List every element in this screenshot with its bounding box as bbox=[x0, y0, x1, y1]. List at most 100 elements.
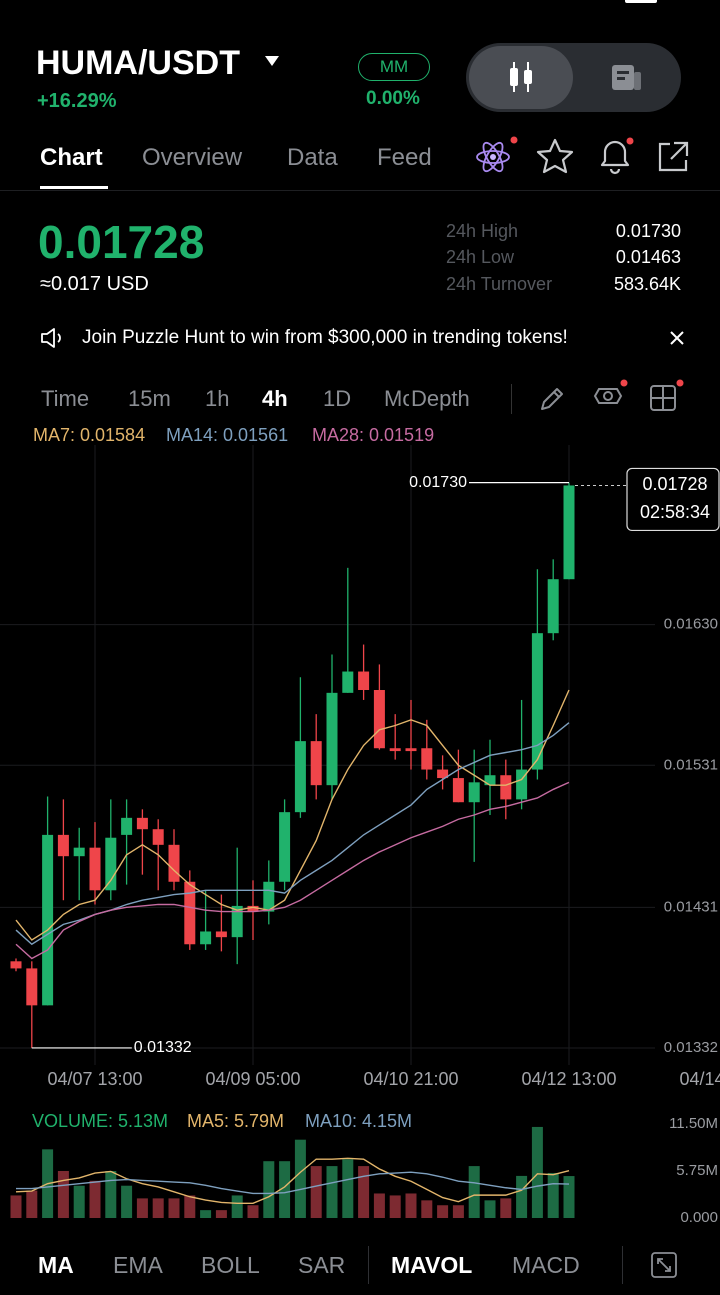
x-tick-label: 04/09 05:00 bbox=[205, 1069, 300, 1089]
volume-bar bbox=[152, 1198, 164, 1218]
volume-bar bbox=[484, 1200, 496, 1218]
indicator[interactable]: SAR bbox=[298, 1252, 346, 1278]
volume-bar bbox=[437, 1205, 449, 1218]
candle-body bbox=[405, 748, 417, 752]
candle-body bbox=[263, 881, 275, 912]
candle-body bbox=[484, 775, 496, 786]
separator bbox=[368, 1246, 369, 1284]
volume-bar bbox=[73, 1185, 85, 1218]
candle-body bbox=[231, 905, 243, 938]
candle-body bbox=[531, 633, 543, 770]
volume-bar bbox=[200, 1210, 212, 1218]
indicator-line bbox=[15, 781, 570, 960]
favorite-icon[interactable] bbox=[536, 138, 574, 174]
candle-body bbox=[136, 817, 148, 830]
interval[interactable]: 1D bbox=[323, 386, 352, 411]
pair-dropdown[interactable] bbox=[264, 55, 280, 67]
interval[interactable]: Time bbox=[41, 386, 90, 411]
legend-entry: MA28: 0.01519 bbox=[312, 425, 434, 445]
share-icon[interactable] bbox=[656, 140, 690, 174]
interval[interactable]: 1h bbox=[205, 386, 230, 411]
candle-body bbox=[310, 741, 322, 786]
candle-body bbox=[326, 692, 338, 786]
candle-body bbox=[57, 834, 69, 857]
tab-overview[interactable]: Overview bbox=[142, 144, 243, 171]
x-tick-label: 04/14 05:00 bbox=[679, 1069, 720, 1089]
interval[interactable]: 15m bbox=[128, 386, 171, 411]
candle-body bbox=[26, 968, 38, 1006]
candle-body bbox=[389, 748, 401, 752]
x-tick-label: 04/10 21:00 bbox=[363, 1069, 458, 1089]
indicator-line bbox=[16, 1171, 570, 1195]
stat-value: 0.01463 bbox=[615, 247, 681, 267]
candle-body bbox=[373, 690, 385, 749]
candle-body bbox=[547, 579, 559, 634]
separator bbox=[622, 1246, 623, 1284]
legend-entry: MA7: 0.01584 bbox=[33, 425, 145, 445]
indicator-active[interactable]: MA bbox=[38, 1252, 74, 1278]
fullscreen-icon[interactable] bbox=[651, 1252, 677, 1278]
last-price: 0.01728 bbox=[38, 216, 205, 268]
banner-close[interactable] bbox=[670, 331, 684, 345]
tab-underline bbox=[40, 186, 108, 189]
layout-icon[interactable] bbox=[648, 377, 688, 417]
stat-label: 24h Turnover bbox=[446, 274, 553, 294]
interval-active[interactable]: 4h bbox=[262, 386, 288, 411]
y-tick-label: 0.01531 bbox=[664, 756, 718, 773]
volume-bar bbox=[342, 1159, 354, 1218]
y-tick-label: 0.01630 bbox=[664, 616, 718, 633]
volume-bar bbox=[516, 1175, 528, 1218]
banner-text[interactable]: Join Puzzle Hunt to win from $300,000 in… bbox=[82, 327, 568, 348]
indicator[interactable]: MACD bbox=[512, 1252, 580, 1278]
alert-icon[interactable] bbox=[597, 134, 637, 176]
indicator-active[interactable]: MAVOL bbox=[391, 1252, 473, 1278]
indicator[interactable]: EMA bbox=[113, 1252, 163, 1278]
candle-body bbox=[421, 748, 433, 770]
announcement-icon bbox=[41, 328, 61, 348]
volume-bar bbox=[105, 1171, 117, 1218]
volume-bar bbox=[547, 1172, 559, 1218]
volume-bar bbox=[26, 1190, 38, 1218]
candle-body bbox=[342, 671, 354, 693]
draw-icon[interactable] bbox=[538, 385, 566, 413]
price-usd: ≈0.017 USD bbox=[40, 273, 149, 295]
candle-body bbox=[279, 812, 291, 882]
volume-bar bbox=[215, 1210, 227, 1218]
tab-chart[interactable]: Chart bbox=[40, 144, 103, 171]
depth-view-button[interactable] bbox=[611, 62, 643, 92]
legend-entry: VOLUME: 5.13M bbox=[32, 1111, 168, 1131]
indicator[interactable]: BOLL bbox=[201, 1252, 260, 1278]
tab-feed[interactable]: Feed bbox=[377, 144, 432, 171]
volume-bar bbox=[231, 1195, 243, 1218]
candle-view-button[interactable] bbox=[469, 46, 573, 109]
y-tick-label: 11.50M bbox=[669, 1115, 718, 1132]
depth-tab[interactable]: Depth bbox=[411, 386, 470, 411]
x-tick-label: 04/07 13:00 bbox=[47, 1069, 142, 1089]
mm-badge[interactable]: MM bbox=[358, 53, 430, 81]
indicator-line bbox=[15, 689, 570, 941]
candle-body bbox=[42, 834, 54, 1006]
volume-bar bbox=[389, 1195, 401, 1218]
volume-bar bbox=[136, 1198, 148, 1218]
chart: MA7: 0.01584 MA14: 0.01561 MA28: 0.01519… bbox=[0, 425, 720, 1226]
tab-data[interactable]: Data bbox=[287, 144, 338, 171]
last-price-box bbox=[626, 467, 720, 532]
indicator-line bbox=[15, 722, 570, 946]
volume-bar bbox=[358, 1166, 370, 1218]
indicator-line bbox=[15, 1157, 570, 1204]
stat-value: 583.64K bbox=[613, 274, 681, 294]
ai-icon[interactable] bbox=[474, 134, 520, 178]
candle-body bbox=[437, 769, 449, 779]
legend-entry: MA10: 4.15M bbox=[305, 1111, 412, 1131]
candle-body bbox=[452, 778, 464, 803]
interval-more[interactable]: More bbox=[384, 388, 409, 410]
volume-bar bbox=[500, 1198, 512, 1218]
candle-icon bbox=[510, 62, 532, 92]
volume-bar bbox=[89, 1180, 101, 1218]
volume-bar bbox=[421, 1200, 433, 1218]
settings-icon[interactable] bbox=[592, 377, 632, 417]
volume-bar bbox=[294, 1139, 306, 1218]
pair-title[interactable]: HUMA/USDT bbox=[36, 44, 240, 82]
volume-bar bbox=[373, 1193, 385, 1218]
